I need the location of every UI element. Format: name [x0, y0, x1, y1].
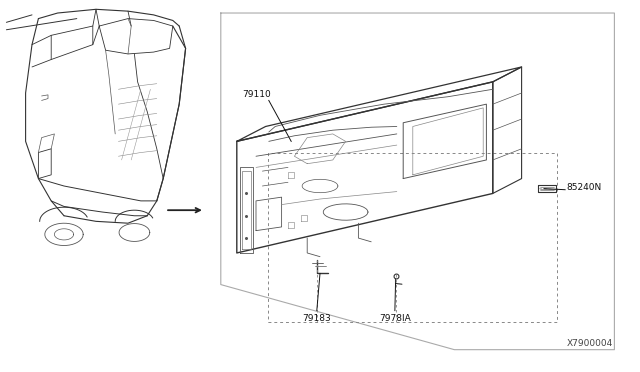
Text: X7900004: X7900004: [567, 339, 613, 348]
Text: 7978IA: 7978IA: [379, 314, 411, 323]
Text: 79183: 79183: [303, 314, 331, 323]
Text: 79110: 79110: [242, 90, 271, 99]
Text: 85240N: 85240N: [566, 183, 602, 192]
